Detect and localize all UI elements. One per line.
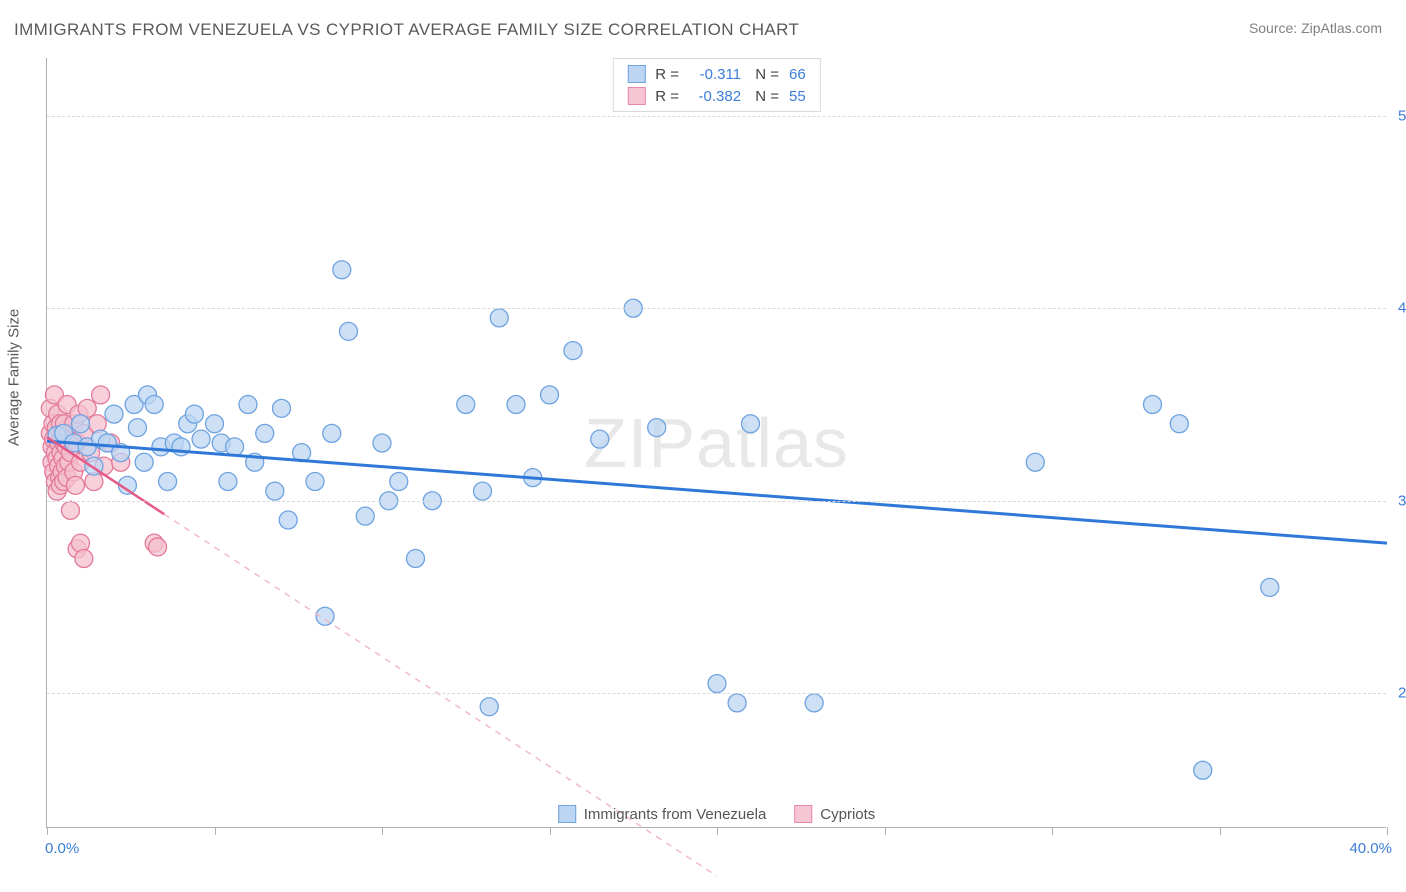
y-tick-label: 5.00: [1390, 107, 1406, 124]
data-point: [206, 415, 224, 433]
legend-stats-box: R = -0.311 N = 66 R = -0.382 N = 55: [612, 58, 820, 112]
legend-r-label: R =: [655, 66, 679, 83]
data-point: [541, 386, 559, 404]
data-point: [1026, 453, 1044, 471]
data-point: [226, 438, 244, 456]
gridline: [47, 116, 1386, 117]
bottom-legend-item: Cypriots: [794, 805, 875, 823]
x-tick: [1220, 827, 1221, 835]
bottom-legend-item: Immigrants from Venezuela: [558, 805, 767, 823]
data-point: [564, 342, 582, 360]
chart-title: IMMIGRANTS FROM VENEZUELA VS CYPRIOT AVE…: [14, 20, 799, 40]
bottom-legend: Immigrants from Venezuela Cypriots: [558, 805, 876, 823]
data-point: [457, 396, 475, 414]
x-tick: [885, 827, 886, 835]
data-point: [390, 473, 408, 491]
legend-r-value: -0.382: [689, 88, 741, 105]
legend-r-label: R =: [655, 88, 679, 105]
legend-swatch: [627, 65, 645, 83]
x-tick: [1052, 827, 1053, 835]
data-point: [356, 507, 374, 525]
x-tick: [1387, 827, 1388, 835]
legend-stats-row: R = -0.382 N = 55: [627, 87, 805, 105]
data-point: [490, 309, 508, 327]
data-point: [728, 694, 746, 712]
data-point: [145, 396, 163, 414]
legend-swatch: [627, 87, 645, 105]
data-point: [185, 405, 203, 423]
gridline: [47, 308, 1386, 309]
data-point: [159, 473, 177, 491]
data-point: [1261, 578, 1279, 596]
data-point: [219, 473, 237, 491]
data-point: [480, 698, 498, 716]
data-point: [333, 261, 351, 279]
data-point: [192, 430, 210, 448]
source-label: Source: ZipAtlas.com: [1249, 20, 1382, 36]
data-point: [306, 473, 324, 491]
data-point: [591, 430, 609, 448]
data-point: [72, 415, 90, 433]
data-point: [474, 482, 492, 500]
data-point: [805, 694, 823, 712]
y-tick-label: 3.00: [1390, 492, 1406, 509]
data-point: [66, 476, 84, 494]
x-axis-min-label: 0.0%: [45, 840, 79, 857]
x-tick: [215, 827, 216, 835]
data-point: [273, 399, 291, 417]
data-point: [742, 415, 760, 433]
gridline: [47, 501, 1386, 502]
legend-swatch: [558, 805, 576, 823]
data-point: [256, 424, 274, 442]
data-point: [407, 550, 425, 568]
y-axis-title: Average Family Size: [6, 309, 23, 446]
data-point: [279, 511, 297, 529]
bottom-legend-label: Cypriots: [820, 806, 875, 823]
data-point: [1194, 761, 1212, 779]
legend-swatch: [794, 805, 812, 823]
data-point: [708, 675, 726, 693]
data-point: [105, 405, 123, 423]
data-point: [239, 396, 257, 414]
data-point: [1170, 415, 1188, 433]
chart-svg: [47, 58, 1386, 827]
data-point: [61, 501, 79, 519]
data-point: [373, 434, 391, 452]
x-tick: [382, 827, 383, 835]
data-point: [648, 419, 666, 437]
legend-n-label: N =: [751, 88, 779, 105]
y-tick-label: 2.00: [1390, 685, 1406, 702]
data-point: [1144, 396, 1162, 414]
x-tick: [47, 827, 48, 835]
data-point: [323, 424, 341, 442]
data-point: [128, 419, 146, 437]
data-point: [507, 396, 525, 414]
y-tick-label: 4.00: [1390, 300, 1406, 317]
data-point: [340, 322, 358, 340]
bottom-legend-label: Immigrants from Venezuela: [584, 806, 767, 823]
data-point: [149, 538, 167, 556]
legend-n-value: 55: [789, 88, 806, 105]
x-tick: [717, 827, 718, 835]
trend-line: [47, 441, 1387, 543]
legend-stats-row: R = -0.311 N = 66: [627, 65, 805, 83]
data-point: [266, 482, 284, 500]
legend-n-value: 66: [789, 66, 806, 83]
plot-area: ZIPatlas R =-0.311 N =66R =-0.382 N =55 …: [46, 58, 1386, 828]
x-tick: [550, 827, 551, 835]
data-point: [75, 550, 93, 568]
data-point: [92, 386, 110, 404]
legend-r-value: -0.311: [689, 66, 741, 83]
x-axis-max-label: 40.0%: [1349, 840, 1392, 857]
legend-n-label: N =: [751, 66, 779, 83]
data-point: [135, 453, 153, 471]
gridline: [47, 693, 1386, 694]
